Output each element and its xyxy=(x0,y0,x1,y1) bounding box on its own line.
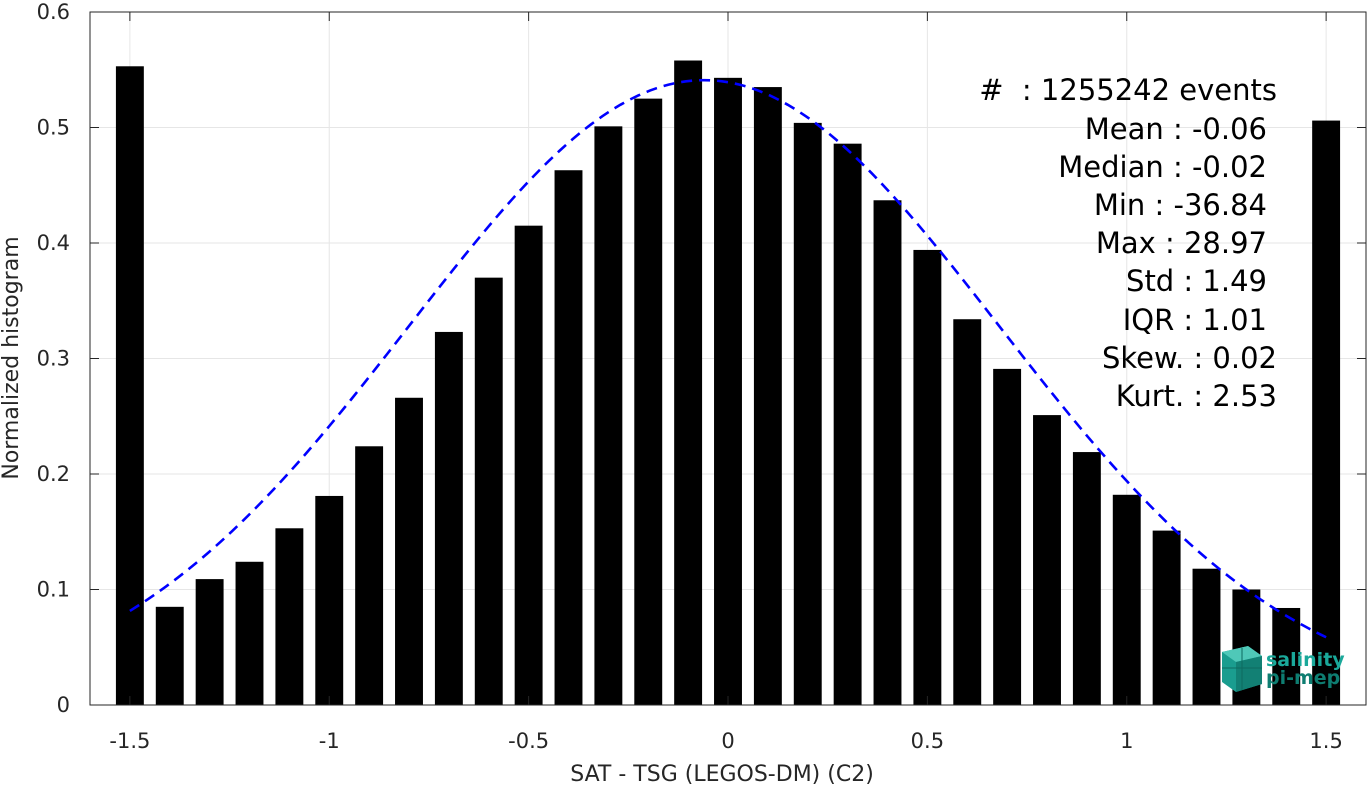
bar-25 xyxy=(1112,494,1141,705)
bar-3 xyxy=(235,561,264,705)
stat-min: Min : -36.84 xyxy=(1094,188,1267,222)
x-tick-label-1: -1 xyxy=(319,729,340,753)
x-tick-label-2: -0.5 xyxy=(508,729,549,753)
bar-6 xyxy=(355,446,384,705)
histogram-bars xyxy=(115,60,1341,706)
bar-27 xyxy=(1192,568,1221,705)
y-tick-label-6: 0.6 xyxy=(37,0,70,24)
bar-21 xyxy=(953,319,982,705)
x-tick-label-0: -1.5 xyxy=(109,729,150,753)
y-tick-label-1: 0.1 xyxy=(37,578,70,602)
bar-15 xyxy=(714,77,742,705)
logo-line-2: pi-mep xyxy=(1266,667,1340,689)
bar-13 xyxy=(634,98,663,705)
x-tick-label-4: 0.5 xyxy=(911,729,944,753)
bar-4 xyxy=(275,528,304,705)
bar-11 xyxy=(554,170,583,706)
bar-7 xyxy=(395,397,423,705)
bar-23 xyxy=(1033,415,1061,705)
stat-events: # : 1255242 events xyxy=(979,73,1277,107)
x-tick-label-5: 1 xyxy=(1120,729,1133,753)
x-axis-label: SAT - TSG (LEGOS-DM) (C2) xyxy=(570,762,874,785)
bar-18 xyxy=(833,143,862,706)
logo-line-1: salinity xyxy=(1266,649,1345,671)
bar-24 xyxy=(1072,452,1101,705)
y-axis-label: Normalized histogram xyxy=(0,236,24,479)
stat-mean: Mean : -0.06 xyxy=(1085,112,1267,146)
normal-fit-curve xyxy=(129,78,1327,639)
y-tick-label-0: 0 xyxy=(57,693,70,717)
bar-19 xyxy=(873,200,902,705)
axis-ticks xyxy=(90,11,1366,706)
bar-22 xyxy=(993,368,1022,705)
cube-icon xyxy=(1222,646,1262,692)
stat-median: Median : -0.02 xyxy=(1058,150,1267,184)
stat-skew: Skew. : 0.02 xyxy=(1102,341,1277,375)
y-tick-label-3: 0.3 xyxy=(37,347,70,371)
bar-9 xyxy=(474,277,503,705)
stat-std: Std : 1.49 xyxy=(1126,264,1267,298)
y-tick-label-4: 0.4 xyxy=(37,231,70,255)
y-tick-label-5: 0.5 xyxy=(37,116,70,140)
bar-14 xyxy=(674,60,703,705)
bar-1 xyxy=(155,606,184,705)
bar-0 xyxy=(115,66,144,705)
bar-8 xyxy=(434,331,463,705)
stat-iqr: IQR : 1.01 xyxy=(1123,303,1267,337)
bar-29 xyxy=(1272,607,1301,705)
bar-5 xyxy=(315,495,344,705)
stat-max: Max : 28.97 xyxy=(1096,226,1267,260)
x-tick-label-6: 1.5 xyxy=(1309,729,1342,753)
y-tick-labels: 0 0.1 0.2 0.3 0.4 0.5 0.6 xyxy=(37,0,70,717)
y-tick-label-2: 0.2 xyxy=(37,462,70,486)
stats-box: # : 1255242 events Mean : -0.06 Median :… xyxy=(979,73,1277,413)
bar-12 xyxy=(594,126,623,706)
bar-26 xyxy=(1152,530,1181,705)
bar-17 xyxy=(793,122,822,705)
bar-16 xyxy=(753,87,782,705)
bar-2 xyxy=(195,579,224,705)
bar-10 xyxy=(514,225,543,706)
x-tick-labels: -1.5 -1 -0.5 0 0.5 1 1.5 xyxy=(109,729,1342,753)
bar-30 xyxy=(1312,120,1341,705)
stat-kurt: Kurt. : 2.53 xyxy=(1116,379,1277,413)
x-tick-label-3: 0 xyxy=(721,729,734,753)
bar-20 xyxy=(913,249,942,705)
salinity-pi-mep-logo: salinity pi-mep xyxy=(1222,646,1345,692)
